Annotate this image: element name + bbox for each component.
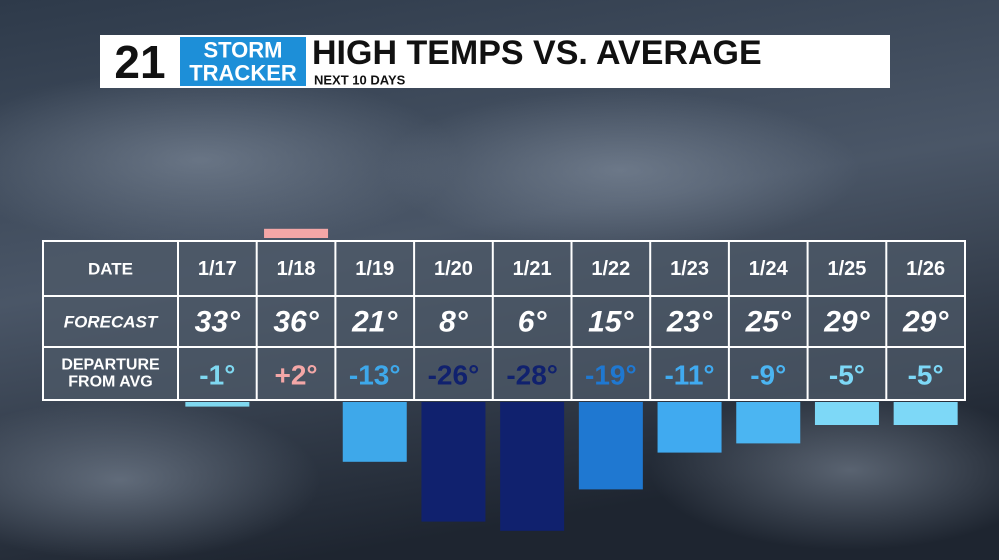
departure-label: -5° <box>829 360 865 391</box>
logo-number: 21 <box>114 36 165 88</box>
forecast-label: 25° <box>745 306 792 339</box>
bar <box>500 402 565 531</box>
date-label: 1/21 <box>513 258 552 280</box>
departure-label: -19° <box>585 360 637 391</box>
departure-label: -11° <box>664 360 714 391</box>
chart-title: HIGH TEMPS VS. AVERAGE <box>312 34 762 72</box>
forecast-label: 36° <box>273 306 319 339</box>
departure-label: -26° <box>428 360 480 391</box>
departure-label: -13° <box>349 360 401 391</box>
forecast-label: 23° <box>666 306 713 339</box>
forecast-label: 8° <box>439 306 469 339</box>
logo-box <box>180 37 306 86</box>
date-label: 1/17 <box>198 258 237 280</box>
date-label: 1/20 <box>434 258 473 280</box>
date-label: 1/22 <box>591 258 630 280</box>
bar <box>185 402 250 407</box>
departure-label: -5° <box>908 360 944 391</box>
bar <box>264 228 329 238</box>
row-label: DEPARTURE <box>61 357 160 374</box>
date-label: 1/18 <box>277 258 316 280</box>
bar <box>814 402 879 425</box>
logo-line2: TRACKER <box>189 61 297 86</box>
forecast-label: 33° <box>195 306 241 339</box>
departure-label: -9° <box>750 360 786 391</box>
departure-label: -1° <box>199 360 235 391</box>
bar <box>657 402 722 453</box>
bar <box>578 402 643 490</box>
chart-subtitle: NEXT 10 DAYS <box>314 73 406 88</box>
cloud <box>0 400 320 560</box>
departure-label: -28° <box>506 360 558 391</box>
forecast-label: 6° <box>518 306 548 339</box>
row-label: DATE <box>88 260 133 279</box>
bar <box>421 402 486 522</box>
forecast-label: 15° <box>588 306 634 339</box>
row-label: FORECAST <box>64 313 159 332</box>
forecast-label: 29° <box>823 306 870 339</box>
bar <box>893 402 958 425</box>
cloud <box>380 90 860 250</box>
departure-label: +2° <box>274 360 317 391</box>
forecast-label: 29° <box>902 306 949 339</box>
date-label: 1/26 <box>906 258 945 280</box>
date-label: 1/25 <box>827 258 866 280</box>
row-label: FROM AVG <box>68 374 152 391</box>
cloud <box>0 70 460 250</box>
logo-line1: STORM <box>203 38 282 63</box>
forecast-label: 21° <box>351 306 398 339</box>
bar <box>736 402 801 444</box>
date-label: 1/23 <box>670 258 709 280</box>
date-label: 1/24 <box>749 258 789 280</box>
bar <box>342 402 407 462</box>
date-label: 1/19 <box>355 258 394 280</box>
table-bg <box>42 240 966 401</box>
